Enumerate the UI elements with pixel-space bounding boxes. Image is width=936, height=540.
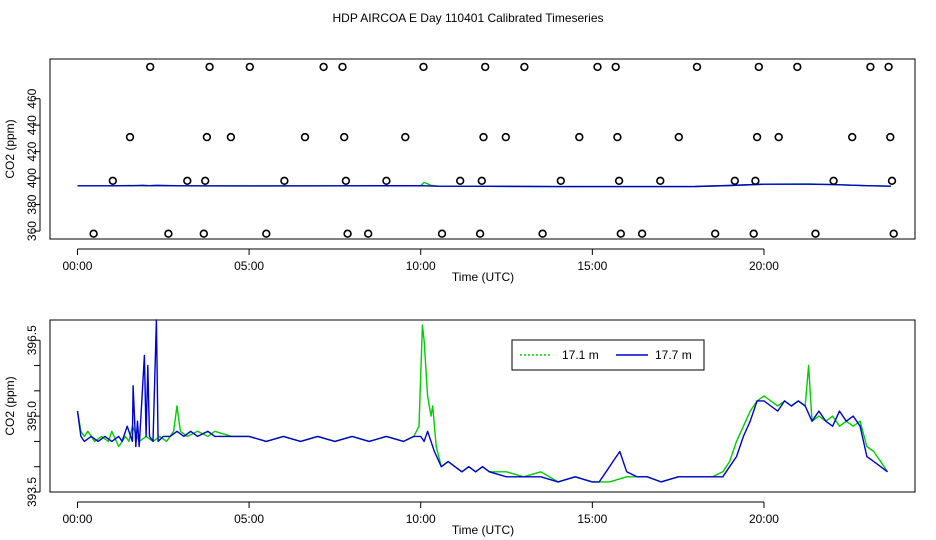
top-x-tick-label: 15:00 [577,259,607,273]
top-panel: Time (UTC) CO2 (ppm) 00:00 05:00 10:00 15:0… [3,58,916,284]
chart-title: HDP AIRCOA E Day 110401 Calibrated Times… [332,11,603,25]
bottom-y-axis-label: CO2 (ppm) [3,376,17,435]
top-calibration-point [199,229,209,238]
top-y-tick-label: 400 [25,168,39,188]
top-calibration-point [479,132,488,142]
top-calibration-point [146,62,155,72]
top-calibration-point [262,229,271,238]
top-calibration-point [501,132,510,142]
legend: 17.1 m 17.7 m [511,339,705,371]
top-calibration-point [889,229,898,238]
top-calibration-point [319,62,328,72]
top-calibration-point [245,62,255,72]
top-calibration-point [616,229,625,238]
top-calibration-point [437,229,447,238]
bottom-panel: Time (UTC) CO2 (ppm) 00:00 05:00 10:00 15:0… [3,319,916,537]
top-calibration-point [205,62,214,72]
top-calibration-point [752,132,762,142]
bottom-x-axis-label: Time (UTC) [452,523,514,537]
top-calibration-point [481,62,490,72]
top-y-tick-label: 380 [25,194,39,214]
top-calibration-point [341,176,351,186]
top-x-tick-label: 20:00 [749,259,779,273]
top-x-tick-label: 05:00 [234,259,264,273]
top-y-tick-label: 460 [25,88,39,108]
top-calibration-point [886,132,895,142]
top-calibration-point [637,229,647,238]
top-calibration-point [749,229,758,238]
bottom-plot-frame [49,319,916,493]
top-calibration-point [674,132,683,142]
top-calibration-point [710,229,720,238]
top-calibration-point [793,62,802,72]
top-calibration-point [401,132,410,142]
top-calibration-point [887,176,897,186]
top-calibration-point [613,132,622,142]
top-calibration-point [811,229,820,238]
top-calibration-point [866,62,875,72]
top-calibration-point [125,132,135,142]
top-calibration-point [343,229,352,238]
top-calibration-point [520,62,529,72]
top-calibration-point [730,176,739,186]
top-calibration-point [847,132,857,142]
top-x-tick-label: 00:00 [62,259,92,273]
top-plot-frame [49,58,916,240]
bottom-y-tick-label: 396.5 [25,325,39,355]
top-calibration-point [300,132,310,142]
top-calibration-point [884,62,893,72]
top-calibration-point [656,176,665,186]
top-calibration-point [364,229,373,238]
top-calibration-point [164,229,173,238]
top-calibration-point [338,62,347,72]
top-calibration-point [475,229,485,238]
top-calibration-point [477,176,486,186]
top-calibration-point [226,132,236,142]
top-calibration-point [751,176,760,186]
top-calibration-point [202,132,212,142]
top-calibration-point [456,176,465,186]
top-calibration-point [556,176,565,186]
top-calibration-point [692,62,702,72]
top-calibration-point [593,62,602,72]
top-y-tick-label: 420 [25,141,39,161]
top-calibration-point [611,62,620,72]
top-calibration-point [538,229,547,238]
bottom-series-17-1-m [76,324,889,483]
top-x-tick-label: 10:00 [406,259,436,273]
top-y-tick-label: 360 [25,221,39,241]
top-calibration-point [201,176,210,186]
bottom-y-tick-label: 395.0 [25,401,39,431]
bottom-y-tick-label: 393.5 [25,477,39,507]
top-calibration-point [89,229,98,238]
top-calibration-point [575,132,584,142]
top-calibration-point [183,176,192,186]
top-calibration-point [829,176,838,186]
top-series-17-7-m [77,183,892,188]
bottom-x-tick-label: 15:00 [577,512,607,526]
top-calibration-point [340,132,349,142]
top-calibration-point [614,176,624,186]
top-x-axis-label: Time (UTC) [452,270,514,284]
top-calibration-point [382,176,391,186]
bottom-x-tick-label: 05:00 [234,512,264,526]
bottom-x-tick-label: 00:00 [62,512,92,526]
top-calibration-point [754,62,763,72]
legend-label-17-1m: 17.1 m [562,348,599,362]
bottom-x-tick-label: 10:00 [406,512,436,526]
top-calibration-point [108,176,118,186]
top-calibration-point [280,176,289,186]
top-y-axis-label: CO2 (ppm) [3,119,17,178]
top-calibration-point [419,62,428,72]
top-calibration-point [774,132,783,142]
legend-label-17-7m: 17.7 m [655,348,692,362]
bottom-x-tick-label: 20:00 [749,512,779,526]
bottom-series-17-7-m [76,319,888,483]
top-y-tick-label: 440 [25,115,39,135]
